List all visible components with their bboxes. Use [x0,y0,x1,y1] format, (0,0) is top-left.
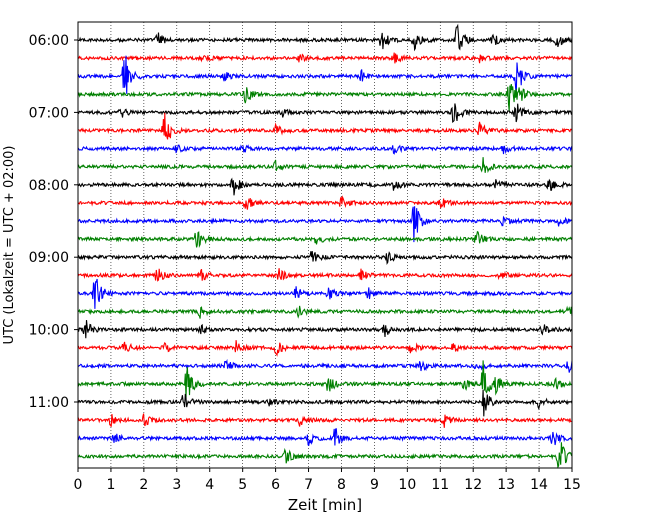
x-tick-label: 7 [304,477,313,493]
seismogram-trace [77,52,573,64]
grid-lines [110,22,540,468]
x-tick-label: 13 [497,477,515,493]
seismogram-trace [77,23,573,52]
y-tick-label: 08:00 [29,178,69,194]
seismogram-trace [77,206,572,243]
seismogram-trace [77,278,573,309]
seismogram-trace [77,428,573,447]
seismogram-trace [77,55,572,98]
y-tick-label: 07:00 [29,105,69,121]
seismogram-trace [77,305,573,319]
y-tick-label: 10:00 [29,323,69,339]
seismogram-trace [77,268,573,282]
x-tick-label: 1 [106,477,115,493]
x-tick-label: 6 [271,477,280,493]
x-tick-label: 9 [370,477,379,493]
seismogram-trace [77,144,573,155]
seismogram-trace [77,112,573,140]
x-tick-label: 4 [205,477,214,493]
seismogram-trace [77,251,573,266]
plot-frame [77,21,573,469]
y-axis-label: UTC (Lokalzeit = UTC + 02:00) [2,146,17,345]
seismogram-trace [77,84,573,112]
seismogram-trace [77,157,573,174]
x-axis: 0 1 2 3 4 5 6 7 8 9 10 11 12 13 14 15 [74,468,581,493]
seismogram-trace [77,195,573,210]
seismogram-trace [77,340,573,357]
x-tick-label: 10 [398,477,416,493]
x-tick-label: 5 [238,477,247,493]
seismogram-trace [77,413,573,428]
x-tick-label: 0 [74,477,83,493]
seismogram-trace [77,230,573,249]
seismogram-trace [77,103,573,124]
x-tick-label: 15 [563,477,581,493]
trace-group [77,23,573,469]
seismogram-trace [77,389,573,417]
seismogram-trace [77,360,573,400]
x-tick-label: 11 [431,477,449,493]
x-axis-label: Zeit [min] [288,496,362,514]
x-tick-label: 2 [139,477,148,493]
seismogram-trace [77,442,573,469]
x-tick-label: 3 [172,477,181,493]
y-tick-label: 06:00 [29,33,69,49]
seismogram-trace [77,358,573,373]
y-tick-label: 11:00 [29,395,69,411]
x-tick-label: 8 [337,477,346,493]
seismogram-trace [77,320,573,339]
y-axis: 06:00 07:00 08:00 09:00 10:00 11:00 [29,33,78,411]
seismogram-trace [77,177,573,196]
x-tick-label: 14 [530,477,548,493]
y-tick-label: 09:00 [29,250,69,266]
x-tick-label: 12 [464,477,482,493]
